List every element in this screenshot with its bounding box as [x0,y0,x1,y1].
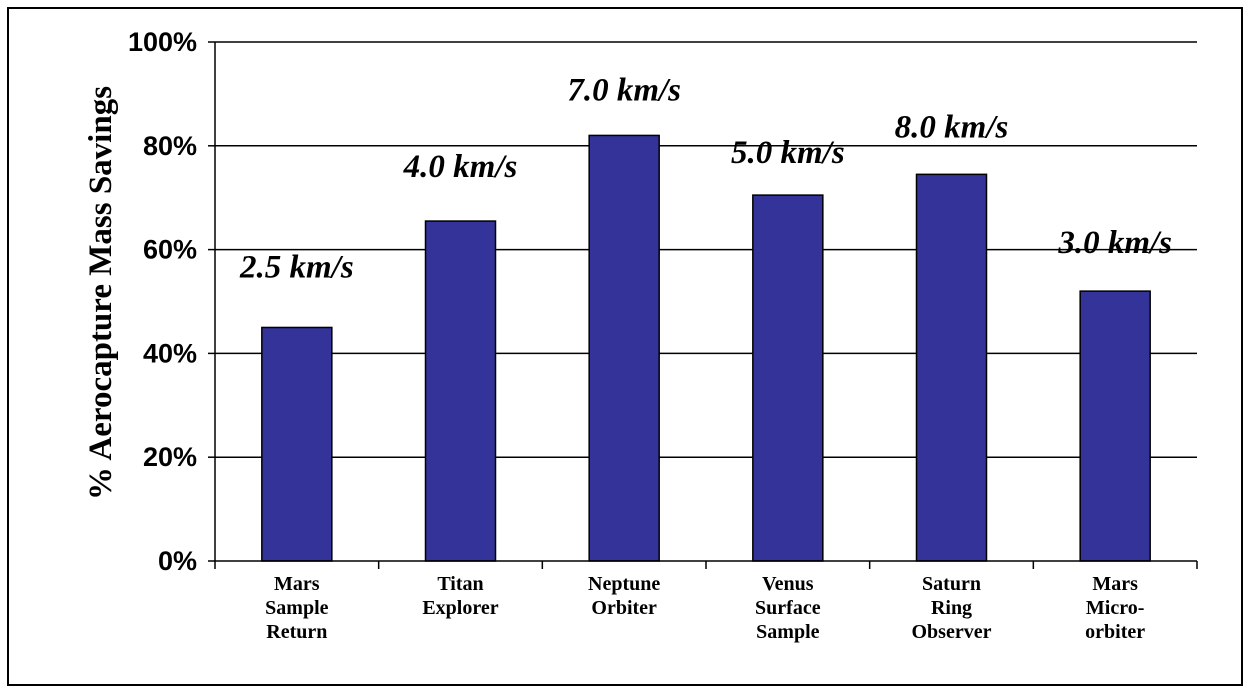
x-category-label: Return [266,621,327,643]
x-category-label: Surface [755,597,821,619]
bars [261,134,1151,562]
bar [752,194,824,562]
x-category-label: Sample [756,621,819,643]
y-tick-label: 100% [128,27,197,57]
data-label: 3.0 km/s [1057,225,1172,261]
data-labels: 2.5 km/s 4.0 km/s 7.0 km/s 5.0 km/s 8.0 km/s… [239,72,1172,285]
axes [208,41,1198,569]
y-tick-label: 80% [143,131,197,161]
x-category-label: Titan [437,573,483,595]
x-category-label: Explorer [422,597,498,619]
y-tick-label: 20% [143,442,197,472]
y-axis-label: % Aerocapture Mass Savings [83,86,119,500]
data-label: 7.0 km/s [567,72,681,108]
data-label: 8.0 km/s [895,109,1009,145]
y-tick-labels: 0% 20% 40% 60% 80% 100% [128,27,197,576]
x-category-label: Observer [912,621,992,643]
data-label: 5.0 km/s [731,135,845,171]
x-category-labels: MarsSampleReturnTitanExplorerNeptuneOrbi… [265,573,1145,643]
x-category-label: Orbiter [591,597,657,619]
bar [915,173,988,562]
x-category-label: Mars [1092,573,1138,595]
x-category-label: Ring [931,597,972,619]
bar [261,326,333,562]
x-category-label: Sample [265,597,328,619]
bar [1079,290,1151,562]
x-category-label: Neptune [588,573,660,595]
x-category-label: Venus [762,573,814,595]
y-tick-label: 60% [143,235,197,265]
bar [588,134,660,562]
x-category-label: Micro- [1086,597,1145,619]
x-category-label: Saturn [922,573,981,595]
y-tick-label: 40% [143,338,197,368]
bar [424,220,497,562]
x-category-label: Mars [274,573,320,595]
data-label: 2.5 km/s [239,249,354,285]
y-tick-label: 0% [158,546,197,576]
gridlines [215,41,1197,458]
x-category-label: orbiter [1085,621,1145,643]
data-label: 4.0 km/s [403,149,518,185]
